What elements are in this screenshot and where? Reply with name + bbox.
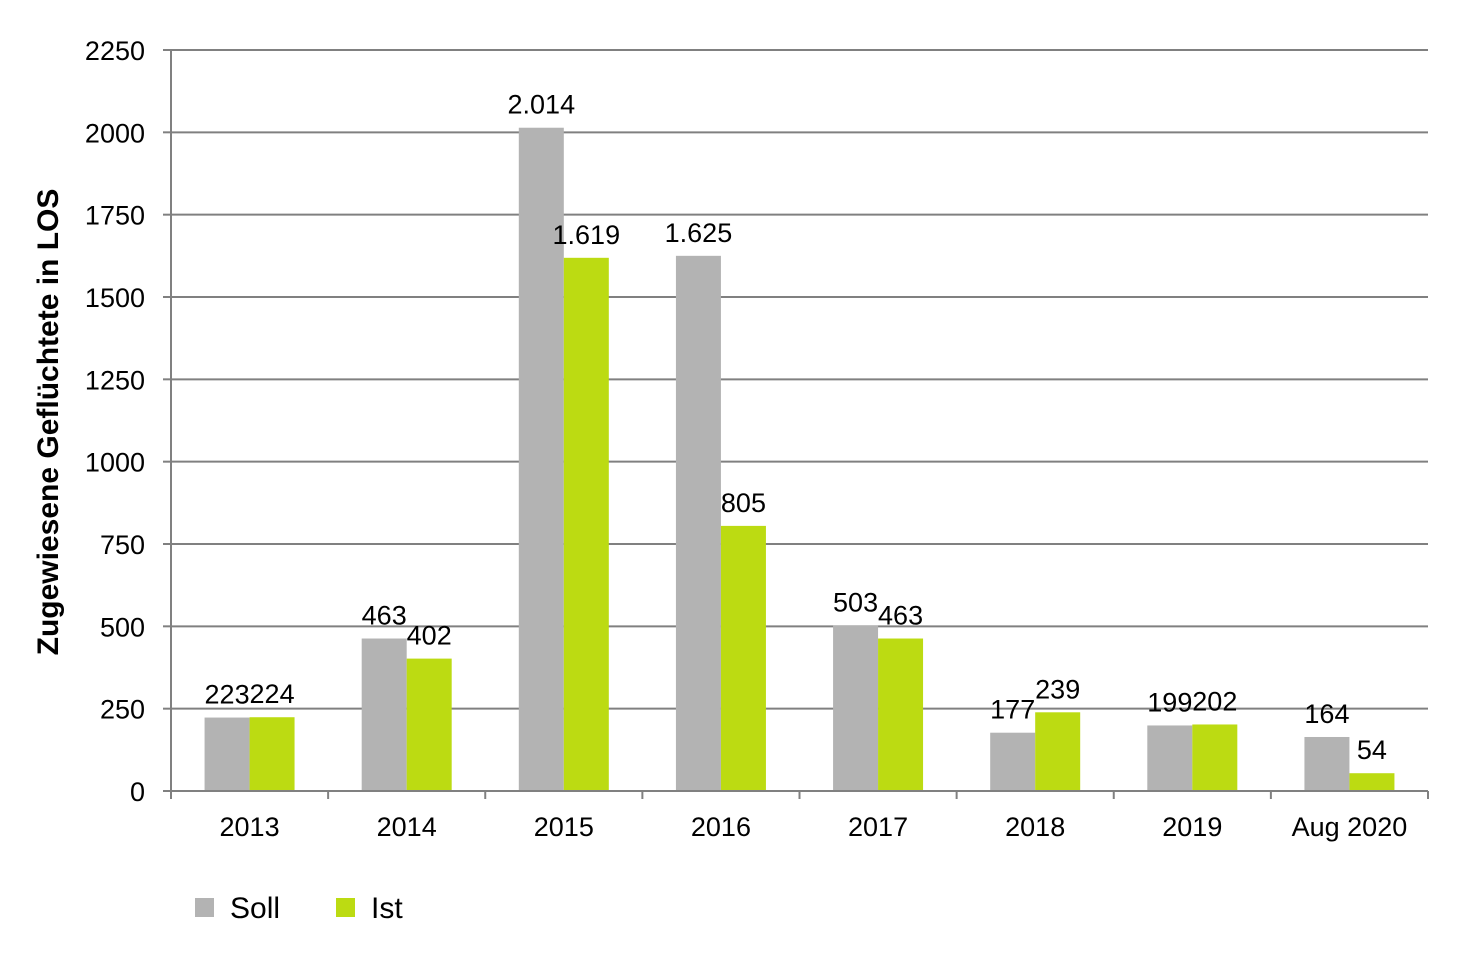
bar-soll [1304,736,1350,791]
data-label-ist: 463 [878,601,923,631]
y-tick-label: 250 [100,695,145,725]
bar-ist [878,638,924,791]
data-label-ist: 202 [1192,686,1237,716]
bar-soll [518,127,564,792]
bar-ist [1192,724,1238,791]
y-tick-label: 750 [100,530,145,560]
x-tick-label: 2015 [534,812,594,842]
data-label-soll: 199 [1147,687,1192,717]
y-tick-label: 500 [100,612,145,642]
y-tick-label: 1250 [85,365,145,395]
bar-ist [563,257,609,791]
data-label-soll: 2.014 [508,90,576,120]
bar-soll [361,638,407,791]
x-tick-label: 2014 [377,812,437,842]
data-label-ist: 54 [1357,735,1387,765]
bar-soll [833,625,879,791]
legend: Soll Ist [195,892,403,925]
y-axis-ticks: 0 250 500 750 1000 1250 1500 1750 2000 2250 [85,36,171,807]
y-tick-label: 1000 [85,448,145,478]
y-tick-label: 1500 [85,283,145,313]
x-axis-ticks: 2013 2014 2015 2016 2017 2018 2019 Aug 2020 [170,791,1429,842]
bar-soll [1147,725,1193,791]
bar-soll [990,732,1036,791]
legend-label-ist: Ist [371,892,403,925]
data-label-soll: 164 [1304,699,1349,729]
data-label-ist: 224 [250,679,295,709]
y-tick-label: 1750 [85,201,145,231]
data-label-ist: 1.619 [553,220,621,250]
data-label-soll: 463 [362,601,407,631]
legend-swatch-soll [195,898,214,917]
data-label-soll: 503 [833,587,878,617]
y-tick-label: 2000 [85,118,145,148]
bar-soll [204,717,250,791]
bar-soll [675,255,721,792]
bars [204,127,1395,792]
bar-ist [406,658,452,791]
y-tick-label: 0 [130,777,145,807]
data-label-soll: 177 [990,695,1035,725]
data-label-soll: 1.625 [665,218,733,248]
data-label-ist: 239 [1035,674,1080,704]
bar-ist [249,717,295,791]
x-tick-label: 2016 [691,812,751,842]
axes [170,50,1428,792]
bar-ist [720,525,766,791]
data-label-soll: 223 [205,680,250,710]
legend-swatch-ist [336,898,355,917]
x-tick-label: 2013 [220,812,280,842]
gridlines [171,49,1428,710]
data-label-ist: 805 [721,488,766,518]
x-tick-label: 2017 [848,812,908,842]
x-tick-label: 2019 [1162,812,1222,842]
legend-label-soll: Soll [230,892,280,925]
bar-ist [1035,712,1081,791]
bar-ist [1349,773,1395,791]
y-axis-label: Zugewiesene Geflüchtete in LOS [32,189,65,656]
x-tick-label: 2018 [1005,812,1065,842]
y-tick-label: 2250 [85,36,145,66]
data-label-ist: 402 [407,621,452,651]
x-tick-label: Aug 2020 [1292,812,1408,842]
